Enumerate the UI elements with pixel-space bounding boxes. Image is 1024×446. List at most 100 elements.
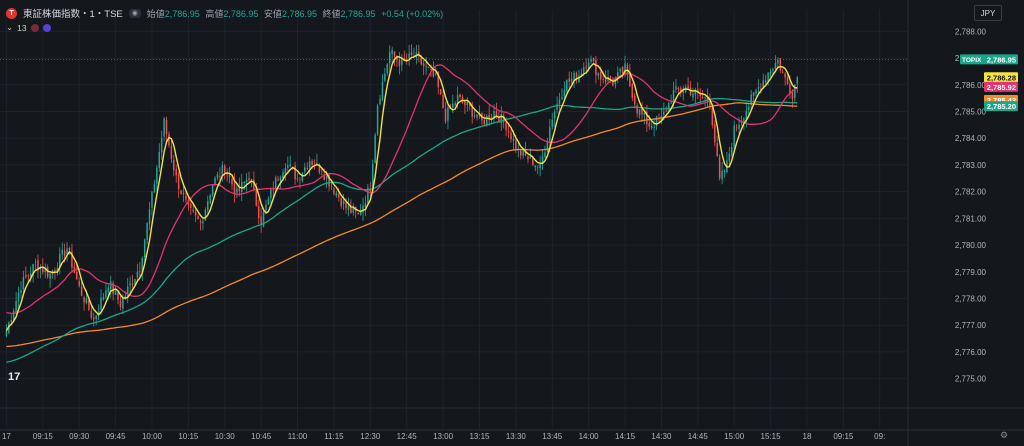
candle-body (151, 191, 153, 208)
ohlc-open-value: 2,786.95 (164, 8, 200, 19)
candle-body (444, 108, 447, 122)
candle-body (134, 279, 136, 285)
candle-body (743, 118, 745, 122)
candle-body (430, 68, 432, 70)
ohlc-values: 始値2,786.95 高値2,786.95 安値2,786.95 終値2,786… (147, 7, 443, 20)
candle-body (781, 71, 784, 73)
currency-button[interactable]: JPY (974, 5, 1002, 21)
candle-body (587, 62, 590, 69)
candle-body (672, 90, 675, 103)
price-label-box (984, 72, 1018, 83)
candle-body (755, 90, 757, 94)
candle-body (646, 112, 648, 125)
candle-body (153, 184, 156, 193)
x-tick-label: 09:15 (33, 432, 54, 441)
price-label-box (984, 81, 1018, 92)
candle-body (250, 179, 253, 182)
gear-icon[interactable]: ⚙ (1000, 430, 1009, 440)
candle-body (718, 156, 721, 178)
candle-body (604, 78, 607, 83)
candle-body (728, 154, 731, 161)
candle-body (209, 195, 211, 204)
candle-body (190, 203, 192, 208)
candle-body (675, 86, 677, 90)
candle-body (469, 102, 471, 107)
y-tick-label: 2,783.00 (955, 161, 987, 170)
candle-body (165, 119, 168, 134)
price-label-symbol: TOPIX (962, 57, 982, 64)
candle-body (253, 179, 255, 190)
candle-body (44, 268, 46, 273)
candle-body (117, 292, 119, 300)
candle-body (764, 80, 767, 83)
candle-body (578, 75, 580, 83)
candle-body (583, 67, 585, 73)
candle-body (638, 109, 641, 116)
candle-body (556, 103, 558, 110)
candle-body (107, 287, 110, 293)
ohlc-close-label: 終値 (322, 8, 341, 19)
candle-body (156, 167, 158, 184)
x-tick-label: 14:15 (615, 432, 636, 441)
ohlc-low-value: 2,786.95 (281, 8, 317, 19)
candle-body (27, 275, 30, 277)
candle-body (585, 66, 587, 68)
candle-body (779, 58, 782, 71)
symbol-name[interactable]: 東証株価指数・1・TSE (23, 9, 123, 20)
candle-body (716, 142, 718, 156)
ma-teal-line (6, 97, 798, 363)
candle-body (738, 124, 740, 129)
candle-body (214, 178, 216, 186)
candle-body (333, 188, 335, 194)
candle-body (551, 119, 553, 127)
y-tick-label: 2,780.00 (955, 241, 987, 250)
candle-body (663, 111, 665, 115)
candle-body (265, 204, 267, 211)
price-label-value: 2,786.95 (987, 55, 1016, 64)
candle-body (97, 311, 100, 316)
candle-body (476, 114, 478, 118)
candle-body (301, 173, 304, 181)
candle-body (219, 176, 221, 178)
candle-body (435, 73, 437, 75)
candle-body (173, 159, 175, 171)
candle-body (274, 177, 277, 190)
chevron-down-icon[interactable]: ⌄ (6, 22, 14, 32)
candle-body (228, 173, 231, 178)
candle-body (85, 298, 88, 304)
candle-body (122, 297, 124, 309)
candle-body (32, 263, 34, 276)
candle-body (284, 168, 287, 174)
ohlc-close-value: 2,786.95 (340, 8, 376, 19)
candle-body (442, 94, 444, 109)
candle-body (221, 165, 224, 176)
candle-body (345, 202, 347, 209)
candle-body (745, 110, 748, 119)
candle-body (80, 286, 83, 296)
candle-body (37, 259, 39, 271)
symbol-logo-icon: T (6, 7, 17, 19)
y-tick-label: 2,776.00 (955, 348, 987, 357)
candle-body (636, 105, 638, 114)
candle-body (616, 72, 619, 78)
candle-body (609, 76, 612, 82)
eye-icon[interactable]: ◉ (128, 8, 141, 18)
candle-body (456, 95, 459, 104)
candle-body (338, 194, 340, 198)
candle-body (245, 179, 248, 183)
candle-body (347, 206, 350, 211)
candle-body (350, 207, 352, 213)
candle-body (131, 283, 134, 285)
candle-body (93, 317, 95, 320)
candle-body (342, 200, 345, 205)
candle-body (731, 146, 733, 155)
candle-body (471, 104, 473, 117)
candle-body (22, 277, 25, 290)
ma-pink-line (6, 64, 798, 315)
indicators-toggle[interactable]: ⌄ 13 (6, 22, 51, 33)
candle-body (563, 90, 566, 97)
candle-body (139, 271, 141, 272)
price-label-value: 2,785.43 (987, 96, 1016, 105)
candle-body (141, 257, 144, 272)
